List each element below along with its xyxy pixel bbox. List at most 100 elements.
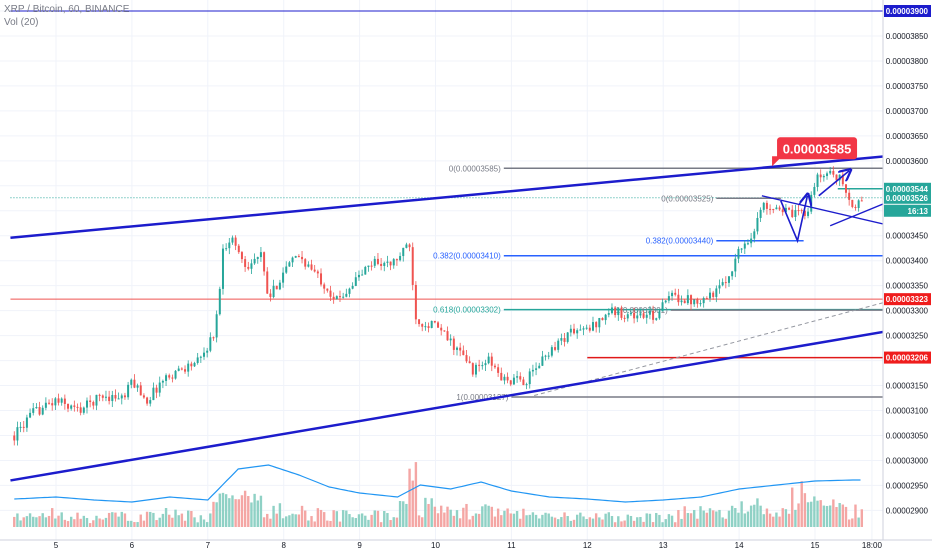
volume-bar — [743, 513, 746, 527]
volume-bar — [791, 487, 794, 527]
candle-body — [737, 248, 740, 259]
candle-body — [266, 271, 269, 294]
volume-bar — [57, 515, 60, 527]
volume-bar — [832, 499, 835, 527]
candle-body — [519, 376, 522, 380]
candle-body — [316, 271, 319, 274]
volume-bar — [130, 520, 133, 527]
volume-bar — [746, 511, 750, 527]
volume-bar — [351, 517, 354, 527]
volume-bar — [822, 505, 826, 527]
time-tick-label: 6 — [130, 541, 135, 550]
price-tick-label: 0.00003100 — [886, 407, 929, 416]
candle-body — [240, 252, 243, 260]
candle-body — [215, 314, 218, 338]
volume-bar — [667, 514, 671, 527]
volume-bar — [60, 512, 63, 527]
candle-body — [547, 355, 550, 357]
candle-body — [544, 355, 547, 357]
volume-bar — [117, 516, 120, 527]
volume-bar — [629, 515, 633, 527]
candle-body — [569, 328, 572, 333]
volume-bar — [392, 517, 395, 527]
candle-body — [610, 307, 613, 314]
volume-bar — [95, 515, 98, 527]
volume-bar — [626, 514, 629, 527]
candle-body — [104, 396, 107, 398]
volume-bar — [247, 496, 250, 527]
volume-bar — [205, 522, 209, 527]
volume-bar — [803, 493, 807, 527]
volume-bar — [139, 514, 142, 527]
volume-bar — [79, 518, 82, 527]
candle-body — [683, 300, 686, 304]
candle-body — [424, 326, 427, 328]
volume-bar — [519, 518, 522, 527]
volume-bar — [348, 514, 351, 527]
volume-bar — [360, 513, 364, 527]
candle-body — [386, 261, 389, 263]
candle-body — [819, 174, 822, 178]
candle-body — [674, 292, 677, 295]
candle-body — [149, 400, 152, 404]
volume-bar — [813, 496, 816, 527]
candle-body — [541, 356, 544, 366]
volume-bar — [819, 500, 822, 527]
candle-body — [383, 262, 386, 266]
volume-bar — [32, 516, 35, 527]
volume-bar — [142, 520, 146, 527]
candle-body — [826, 173, 829, 176]
volume-bar — [449, 509, 452, 527]
callout-label: 0.00003585 — [783, 141, 852, 156]
candle-body — [462, 350, 465, 356]
volume-bar — [180, 513, 184, 527]
candle-body — [244, 259, 247, 267]
volume-bar — [186, 510, 190, 527]
volume-bar — [620, 521, 623, 527]
candle-body — [70, 405, 73, 409]
candle-body — [686, 295, 689, 304]
candle-body — [772, 209, 775, 211]
candle-body — [370, 265, 373, 267]
candle-body — [184, 369, 187, 372]
volume-bar — [632, 520, 636, 527]
candle-body — [117, 398, 120, 400]
volume-bar — [221, 492, 225, 527]
volume-bar — [749, 505, 753, 527]
time-tick-label: 12 — [583, 541, 592, 550]
volume-bar — [405, 503, 408, 527]
volume-bar — [503, 510, 506, 527]
candle-body — [848, 192, 851, 200]
volume-bar — [740, 501, 743, 527]
volume-bar — [266, 513, 269, 527]
candle-body — [35, 407, 38, 409]
volume-bar — [797, 503, 800, 527]
candle-body — [661, 302, 664, 312]
time-tick-label: 7 — [206, 541, 211, 550]
volume-bar — [158, 517, 161, 527]
candle-body — [468, 361, 471, 364]
volume-bar — [686, 513, 690, 527]
volume-bar — [383, 511, 386, 527]
volume-bar — [670, 515, 674, 527]
time-tick-label: 15 — [811, 541, 820, 550]
candle-body — [487, 356, 490, 364]
volume-bar — [243, 490, 247, 527]
volume-bar — [421, 517, 424, 527]
volume-bar — [13, 516, 16, 527]
volume-bar — [528, 514, 531, 527]
volume-bar — [841, 504, 845, 527]
volume-bar — [810, 501, 813, 527]
volume-bar — [228, 498, 231, 527]
candle-body — [225, 248, 228, 250]
candle-body — [803, 210, 806, 216]
candle-body — [392, 259, 395, 266]
candle-body — [509, 380, 512, 385]
volume-bar — [354, 518, 358, 527]
volume-bar — [237, 499, 240, 527]
volume-bar — [683, 506, 686, 527]
candle-body — [566, 332, 569, 342]
candle-body — [677, 294, 680, 303]
